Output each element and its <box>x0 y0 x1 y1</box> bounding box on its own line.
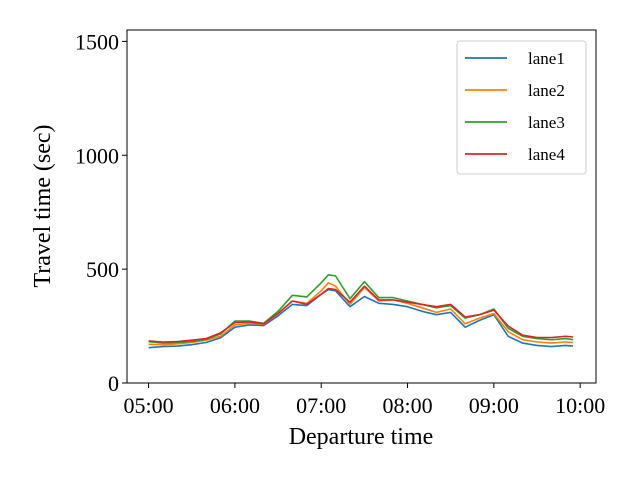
series-layer <box>148 274 574 349</box>
series-line-lane4 <box>148 285 574 343</box>
x-tick-label: 08:00 <box>382 393 432 418</box>
y-tick-label: 500 <box>86 257 119 282</box>
legend-box <box>456 40 587 175</box>
series-line-lane2 <box>148 282 574 346</box>
y-tick-label: 0 <box>108 371 119 396</box>
x-axis-label: Departure time <box>289 424 434 450</box>
x-tick-label: 09:00 <box>469 393 519 418</box>
legend-label-lane1: lane1 <box>528 49 565 68</box>
y-axis-ticks: 0 500 1000 1500 <box>75 29 127 396</box>
x-tick-label: 07:00 <box>296 393 346 418</box>
x-tick-label: 06:00 <box>210 393 260 418</box>
y-tick-label: 1000 <box>75 143 119 168</box>
legend-label-lane4: lane4 <box>528 145 565 164</box>
series-line-lane1 <box>148 288 574 349</box>
x-axis-ticks: 05:00 06:00 07:00 08:00 09:00 10:00 <box>124 383 605 418</box>
y-axis-label: Travel time (sec) <box>30 124 56 287</box>
y-tick-label: 1500 <box>75 29 119 54</box>
legend-label-lane3: lane3 <box>528 113 565 132</box>
legend-label-lane2: lane2 <box>528 81 565 100</box>
x-tick-label: 05:00 <box>124 393 174 418</box>
legend: lane1 lane2 lane3 lane4 <box>456 40 587 175</box>
x-tick-label: 10:00 <box>555 393 605 418</box>
